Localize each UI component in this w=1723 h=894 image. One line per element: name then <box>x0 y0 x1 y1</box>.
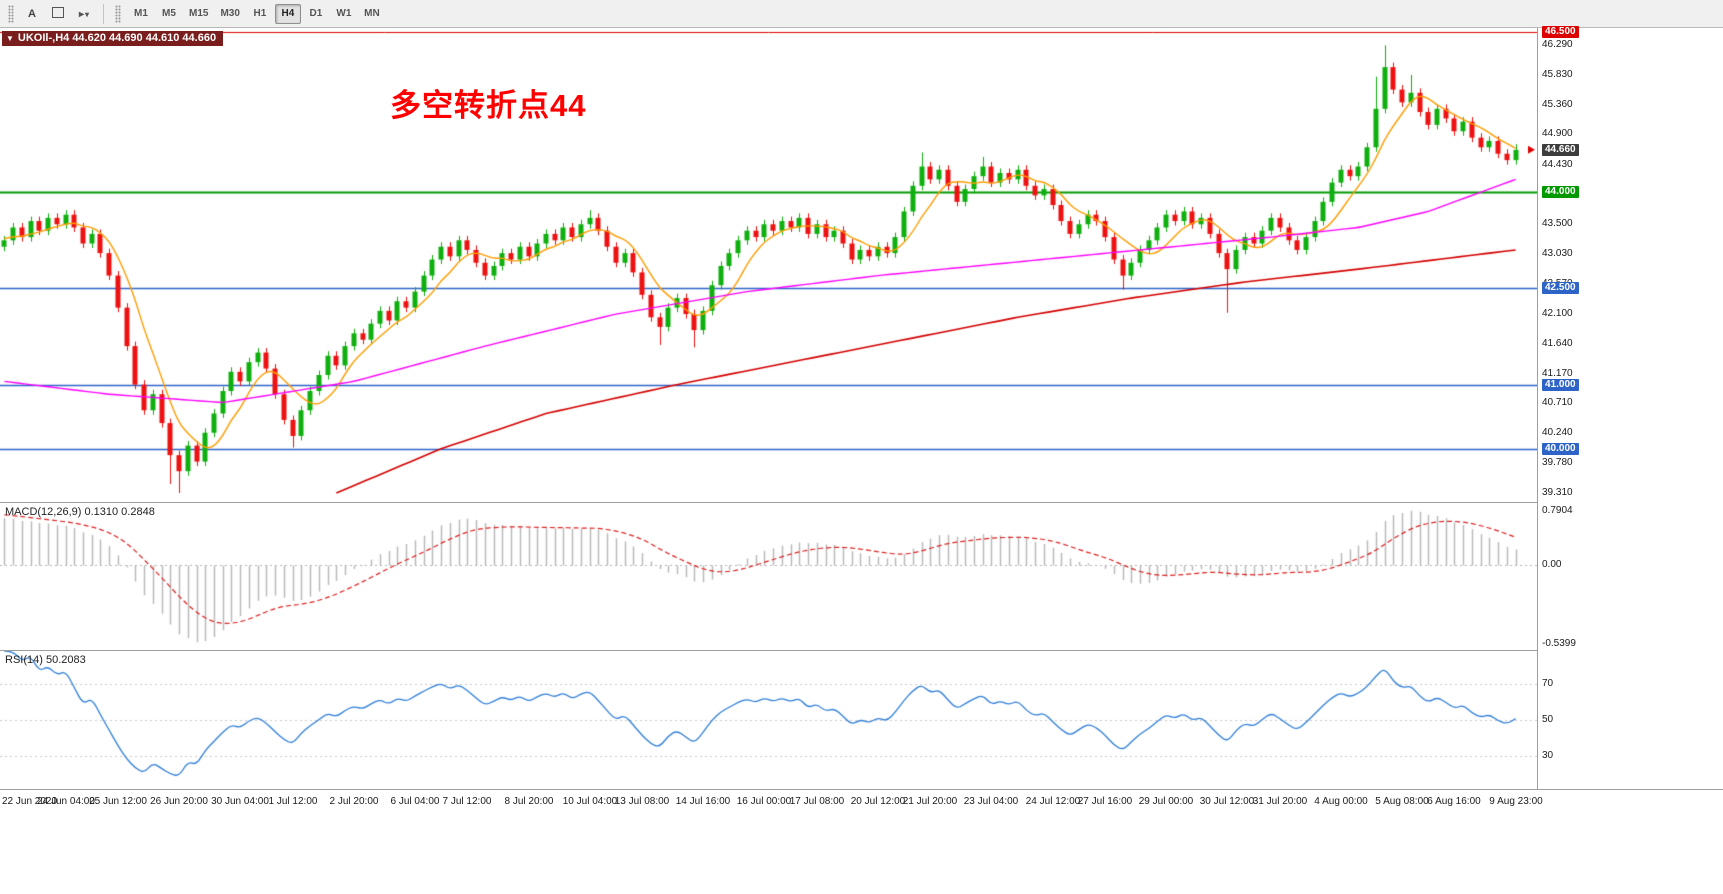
chart-toolbar: A ▸▾ M1 M5 M15 M30 H1 H4 D1 W1 MN <box>0 0 1723 28</box>
time-axis-label: 20 Jul 12:00 <box>850 796 906 807</box>
price-tick-label: 43.030 <box>1542 248 1573 259</box>
time-axis-separator <box>0 789 1723 790</box>
main-chart-canvas[interactable] <box>0 28 1537 502</box>
price-tick-label: 45.830 <box>1542 69 1573 80</box>
symbol-ohlc-banner[interactable]: ▼ UKOIl-,H4 44.620 44.690 44.610 44.660 <box>2 31 224 46</box>
timeframe-button-m5[interactable]: M5 <box>156 4 182 24</box>
shapes-tool-button[interactable] <box>46 3 70 25</box>
price-level-tag: 44.660 <box>1542 144 1579 156</box>
price-tick-label: 42.100 <box>1542 308 1573 319</box>
rsi-tick-label: 70 <box>1542 678 1554 689</box>
time-axis-label: 4 Aug 00:00 <box>1314 796 1368 807</box>
chevron-down-icon: ▾ <box>85 9 90 19</box>
time-axis-label: 5 Aug 08:00 <box>1375 796 1429 807</box>
time-axis-label: 8 Jul 20:00 <box>504 796 554 807</box>
price-tick-label: 44.430 <box>1542 159 1573 170</box>
time-axis-label: 25 Jun 12:00 <box>89 796 147 807</box>
macd-indicator-canvas[interactable] <box>0 503 1537 650</box>
timeframe-button-m30[interactable]: M30 <box>215 4 244 24</box>
price-tick-label: 41.640 <box>1542 338 1573 349</box>
price-tick-label: 44.900 <box>1542 128 1573 139</box>
price-tick-label: 45.360 <box>1542 99 1573 110</box>
timeframe-button-h1[interactable]: H1 <box>247 4 273 24</box>
timeframe-button-mn[interactable]: MN <box>359 4 385 24</box>
time-axis-label: 16 Jul 00:00 <box>736 796 792 807</box>
price-tick-label: 46.290 <box>1542 39 1573 50</box>
time-axis-label: 21 Jul 20:00 <box>902 796 958 807</box>
price-tick-label: 39.310 <box>1542 487 1573 498</box>
time-axis-label: 27 Jul 16:00 <box>1077 796 1133 807</box>
price-level-tag: 46.500 <box>1542 26 1579 38</box>
price-axis[interactable]: 46.29045.83045.36044.90044.43043.96043.5… <box>1537 26 1723 789</box>
price-tick-label: 39.780 <box>1542 457 1573 468</box>
rsi-indicator-label: RSI(14) 50.2083 <box>5 654 86 666</box>
timeframe-button-group: M1 M5 M15 M30 H1 H4 D1 W1 MN <box>127 3 386 24</box>
price-tick-label: 41.170 <box>1542 368 1573 379</box>
price-level-tag: 41.000 <box>1542 379 1579 391</box>
collapse-triangle-icon: ▼ <box>6 34 14 43</box>
time-axis-label: 17 Jul 08:00 <box>789 796 845 807</box>
price-level-tag: 40.000 <box>1542 443 1579 455</box>
time-axis-label: 14 Jul 16:00 <box>675 796 731 807</box>
rsi-tick-label: 30 <box>1542 750 1554 761</box>
macd-tick-label: 0.00 <box>1542 559 1562 570</box>
time-axis-label: 9 Aug 23:00 <box>1489 796 1543 807</box>
price-tick-label: 40.710 <box>1542 397 1573 408</box>
price-tick-label: 40.240 <box>1542 427 1573 438</box>
rsi-tick-label: 50 <box>1542 714 1554 725</box>
cursor-icon: ▸ <box>78 8 84 20</box>
time-axis-label: 6 Jul 04:00 <box>390 796 440 807</box>
symbol-ohlc-text: UKOIl-,H4 44.620 44.690 44.610 44.660 <box>17 32 217 44</box>
time-axis-label: 6 Aug 16:00 <box>1427 796 1481 807</box>
macd-tick-label: 0.7904 <box>1542 505 1573 516</box>
panel-splitter-rsi[interactable] <box>0 650 1723 651</box>
text-label-tool-button[interactable]: A <box>20 3 44 25</box>
time-axis-label: 29 Jul 00:00 <box>1138 796 1194 807</box>
time-axis-label: 23 Jul 04:00 <box>963 796 1019 807</box>
timeframe-button-w1[interactable]: W1 <box>331 4 357 24</box>
draw-tools-button[interactable]: ▸▾ <box>72 3 96 25</box>
timeframe-button-m15[interactable]: M15 <box>184 4 213 24</box>
toolbar-separator <box>103 3 104 24</box>
annotation-text: 多空转折点44 <box>390 88 587 123</box>
timeframe-toolbar-drag-handle[interactable] <box>115 4 121 23</box>
macd-tick-label: -0.5399 <box>1542 638 1576 649</box>
time-axis-label: 10 Jul 04:00 <box>562 796 618 807</box>
timeframe-button-d1[interactable]: D1 <box>303 4 329 24</box>
time-axis-label: 7 Jul 12:00 <box>442 796 492 807</box>
timeframe-button-h4[interactable]: H4 <box>274 3 301 24</box>
price-tick-label: 43.500 <box>1542 218 1573 229</box>
time-axis-label: 13 Jul 08:00 <box>614 796 670 807</box>
macd-indicator-label: MACD(12,26,9) 0.1310 0.2848 <box>5 506 155 518</box>
time-axis-label: 22 Jun 2020 <box>2 796 58 807</box>
rsi-indicator-canvas[interactable] <box>0 651 1537 789</box>
time-axis-label: 1 Jul 12:00 <box>268 796 318 807</box>
time-axis-label: 26 Jun 20:00 <box>150 796 208 807</box>
time-axis-label: 31 Jul 20:00 <box>1252 796 1308 807</box>
time-axis-label: 30 Jul 12:00 <box>1199 796 1255 807</box>
price-level-tag: 42.500 <box>1542 282 1579 294</box>
time-axis[interactable]: 22 Jun 2020 24 Jun 04:00 25 Jun 12:00 26 Ju… <box>0 790 1723 816</box>
time-axis-label: 24 Jun 04:00 <box>37 796 95 807</box>
toolbar-drag-handle[interactable] <box>8 4 14 23</box>
timeframe-button-m1[interactable]: M1 <box>128 4 154 24</box>
shape-square-icon <box>52 6 64 18</box>
time-axis-label: 2 Jul 20:00 <box>329 796 379 807</box>
panel-splitter-macd[interactable] <box>0 502 1723 503</box>
price-level-tag: 44.000 <box>1542 186 1579 198</box>
time-axis-label: 24 Jul 12:00 <box>1025 796 1081 807</box>
time-axis-label: 30 Jun 04:00 <box>211 796 269 807</box>
